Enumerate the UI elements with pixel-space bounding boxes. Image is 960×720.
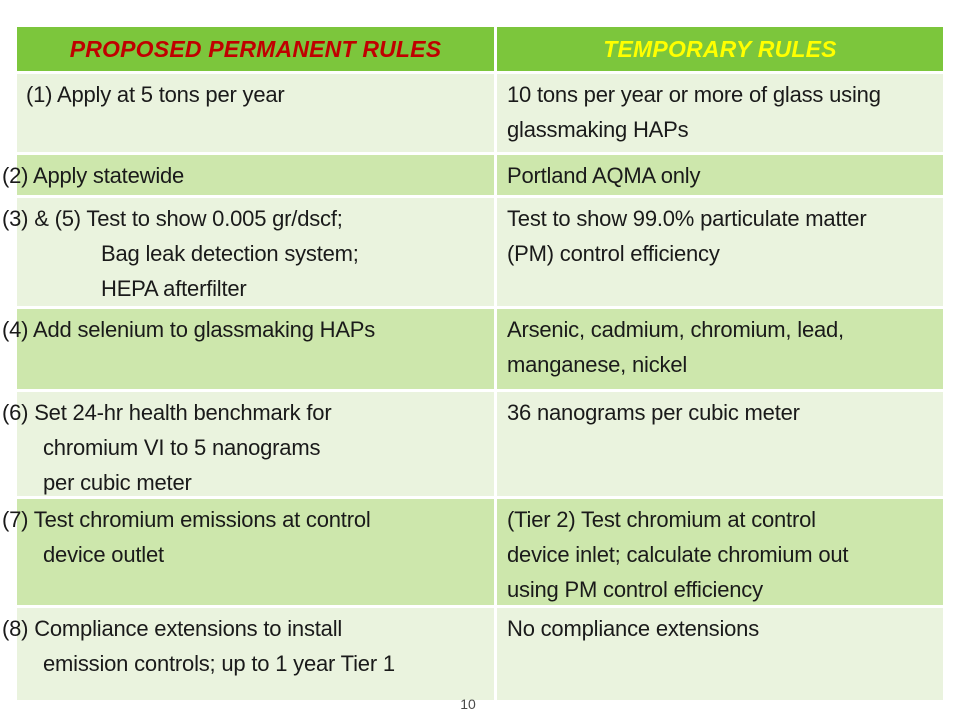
cell-line: 36 nanograms per cubic meter	[507, 400, 800, 425]
page-number: 10	[460, 696, 476, 712]
cell-temporary-rule-3: Test to show 99.0% particulate matter (P…	[497, 198, 943, 306]
cell-line: (1) Apply at 5 tons per year	[26, 82, 285, 107]
cell-line: HEPA afterfilter	[101, 276, 247, 301]
header-proposed-label: PROPOSED PERMANENT RULES	[69, 35, 442, 62]
cell-temporary-rule-1: 10 tons per year or more of glass using …	[497, 74, 943, 152]
cell-line: using PM control efficiency	[507, 577, 763, 602]
cell-line: Test to show 99.0% particulate matter	[507, 206, 867, 231]
rules-comparison-table: PROPOSED PERMANENT RULES TEMPORARY RULES…	[2, 27, 943, 700]
cell-line: chromium VI to 5 nanograms	[43, 435, 321, 460]
cell-line: Bag leak detection system;	[101, 241, 359, 266]
cell-proposed-rule-2: (2) Apply statewide	[2, 155, 494, 195]
cell-line: (2) Apply statewide	[2, 163, 185, 188]
cell-line: No compliance extensions	[507, 616, 760, 641]
header-proposed-permanent-rules: PROPOSED PERMANENT RULES	[17, 27, 494, 71]
header-temporary-label: TEMPORARY RULES	[603, 35, 837, 62]
cell-line: emission controls; up to 1 year Tier 1	[43, 651, 395, 676]
cell-line: 10 tons per year or more of glass using	[507, 82, 881, 107]
cell-proposed-rule-4: (4) Add selenium to glassmaking HAPs	[2, 309, 494, 389]
cell-temporary-rule-4: Arsenic, cadmium, chromium, lead, mangan…	[497, 309, 943, 389]
cell-proposed-rule-8: (8) Compliance extensions to install emi…	[2, 608, 494, 700]
cell-line: (Tier 2) Test chromium at control	[507, 507, 816, 532]
cell-proposed-rule-6: (6) Set 24-hr health benchmark for chrom…	[2, 392, 494, 496]
cell-line: glassmaking HAPs	[507, 117, 689, 142]
cell-temporary-rule-7: No compliance extensions	[497, 608, 943, 700]
cell-line: (8) Compliance extensions to install	[2, 616, 343, 641]
cell-line: Portland AQMA only	[507, 163, 701, 188]
cell-proposed-rule-7: (7) Test chromium emissions at control d…	[2, 499, 494, 605]
cell-line: (PM) control efficiency	[507, 241, 720, 266]
header-temporary-rules: TEMPORARY RULES	[497, 27, 943, 71]
cell-temporary-rule-5: 36 nanograms per cubic meter	[497, 392, 943, 496]
cell-line: (3) & (5) Test to show 0.005 gr/dscf;	[2, 206, 343, 231]
cell-line: per cubic meter	[43, 470, 192, 495]
cell-line: Arsenic, cadmium, chromium, lead,	[507, 317, 844, 342]
cell-line: (7) Test chromium emissions at control	[2, 507, 371, 532]
cell-line: manganese, nickel	[507, 352, 688, 377]
cell-line: (4) Add selenium to glassmaking HAPs	[2, 317, 376, 342]
cell-temporary-rule-6: (Tier 2) Test chromium at control device…	[497, 499, 943, 605]
cell-line: device inlet; calculate chromium out	[507, 542, 849, 567]
cell-temporary-rule-2: Portland AQMA only	[497, 155, 943, 195]
cell-line: (6) Set 24-hr health benchmark for	[2, 400, 332, 425]
cell-proposed-rule-1: (1) Apply at 5 tons per year	[17, 74, 494, 152]
cell-line: device outlet	[43, 542, 164, 567]
cell-proposed-rule-3-5: (3) & (5) Test to show 0.005 gr/dscf; Ba…	[2, 198, 494, 306]
